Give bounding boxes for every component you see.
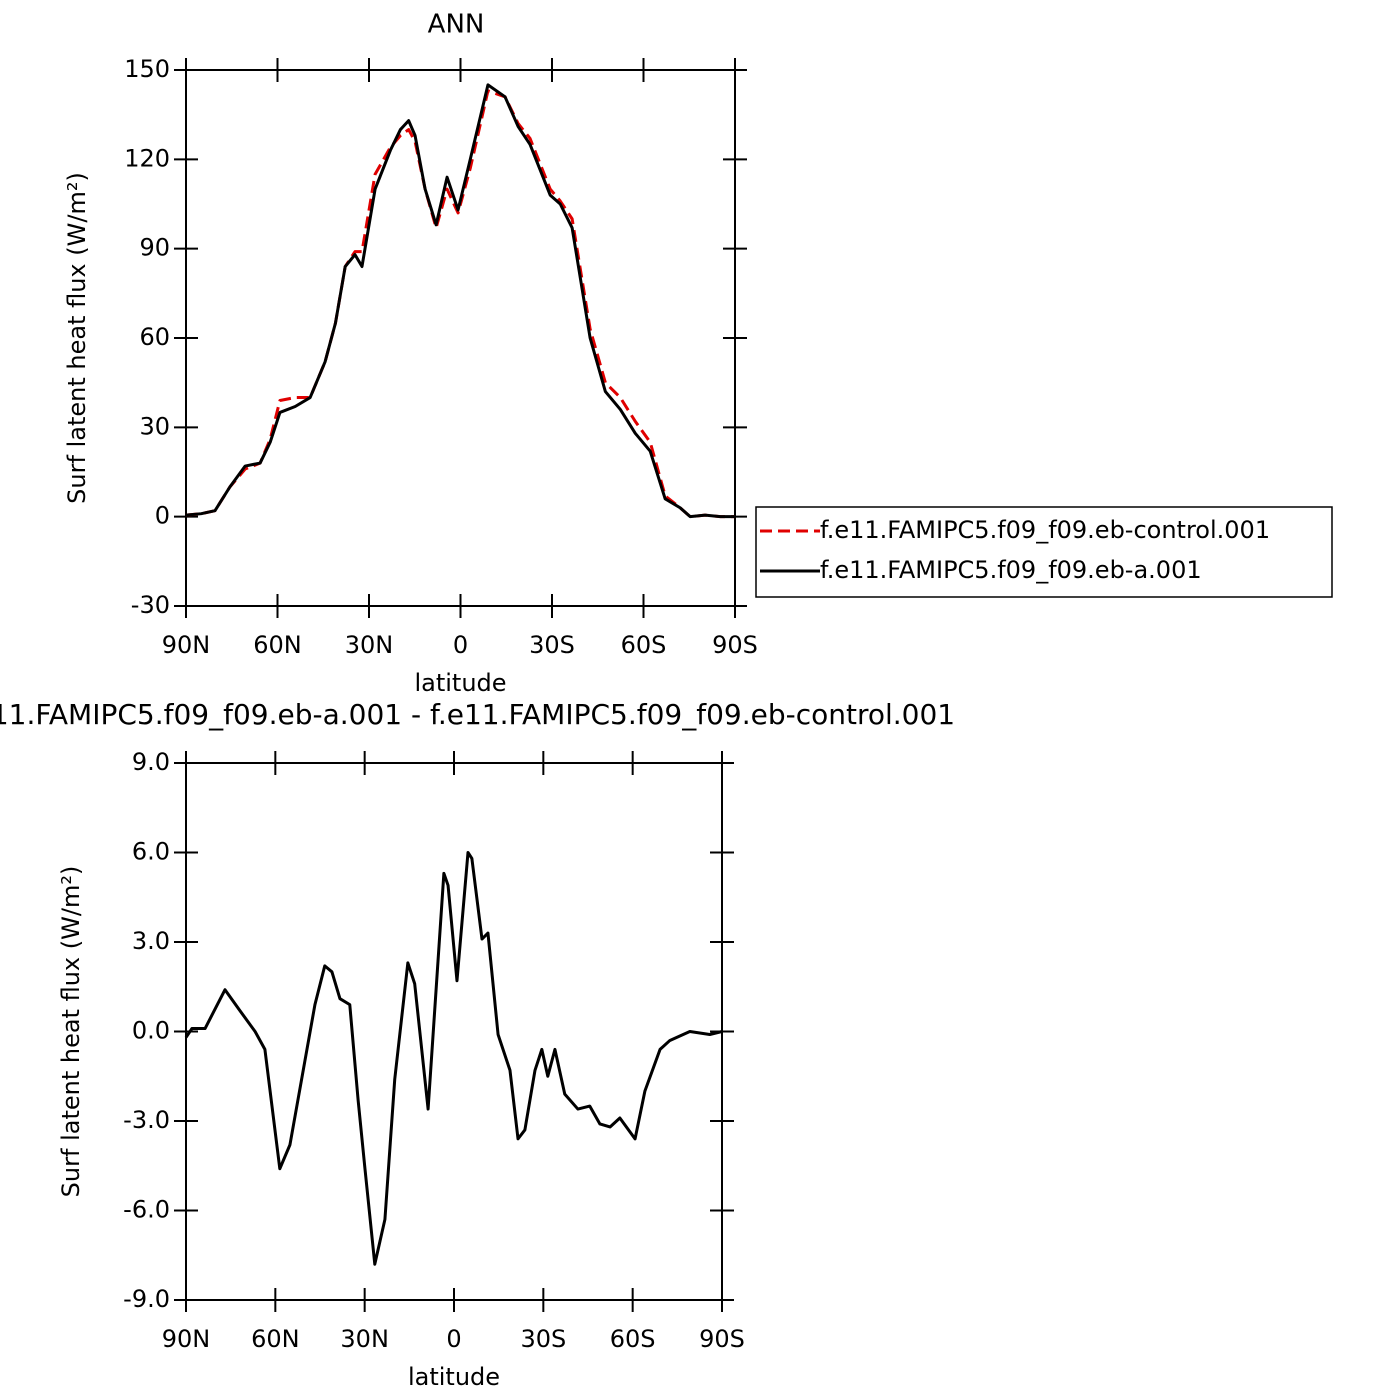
x-tick-label: 30S bbox=[520, 1325, 566, 1353]
y-tick-label: -9.0 bbox=[123, 1285, 170, 1313]
x-tick-label: 60N bbox=[251, 1325, 300, 1353]
chart-title: ANN bbox=[428, 10, 485, 40]
y-tick-label: 90 bbox=[139, 234, 170, 262]
x-tick-label: 60S bbox=[610, 1325, 656, 1353]
y-tick-label: 0.0 bbox=[132, 1017, 170, 1045]
y-axis-label: Surf latent heat flux (W/m²) bbox=[57, 866, 85, 1198]
y-tick-label: -6.0 bbox=[123, 1196, 170, 1224]
chart-title: f.e11.FAMIPC5.f09_f09.eb-a.001 - f.e11.F… bbox=[0, 698, 955, 731]
x-tick-label: 90N bbox=[162, 1325, 211, 1353]
series-line bbox=[185, 89, 735, 519]
y-tick-label: -3.0 bbox=[123, 1106, 170, 1134]
plot-frame bbox=[185, 762, 723, 1301]
legend-box bbox=[755, 506, 1333, 598]
y-tick-label: 0 bbox=[155, 502, 170, 530]
y-tick-label: 30 bbox=[139, 412, 170, 440]
x-tick-label: 60S bbox=[621, 631, 667, 659]
x-tick-label: 90S bbox=[712, 631, 758, 659]
x-axis-label: latitude bbox=[414, 669, 506, 697]
legend-label: f.e11.FAMIPC5.f09_f09.eb-a.001 bbox=[820, 556, 1202, 584]
x-tick-label: 90N bbox=[162, 631, 211, 659]
series-line bbox=[185, 83, 735, 519]
y-tick-label: 60 bbox=[139, 323, 170, 351]
y-tick-label: 6.0 bbox=[132, 838, 170, 866]
x-tick-label: 30N bbox=[345, 631, 394, 659]
x-tick-label: 30N bbox=[340, 1325, 389, 1353]
y-tick-label: -30 bbox=[131, 591, 170, 619]
plot-frame bbox=[185, 69, 736, 607]
x-tick-label: 0 bbox=[446, 1325, 461, 1353]
y-tick-label: 9.0 bbox=[132, 748, 170, 776]
x-tick-label: 30S bbox=[529, 631, 575, 659]
y-tick-label: 150 bbox=[124, 55, 170, 83]
y-tick-label: 3.0 bbox=[132, 927, 170, 955]
y-tick-label: 120 bbox=[124, 144, 170, 172]
x-tick-label: 90S bbox=[699, 1325, 745, 1353]
x-axis-label: latitude bbox=[408, 1363, 500, 1391]
legend-label: f.e11.FAMIPC5.f09_f09.eb-control.001 bbox=[820, 516, 1270, 544]
series-line bbox=[184, 851, 723, 1266]
y-axis-label: Surf latent heat flux (W/m²) bbox=[63, 172, 91, 504]
x-tick-label: 0 bbox=[453, 631, 468, 659]
x-tick-label: 60N bbox=[253, 631, 302, 659]
